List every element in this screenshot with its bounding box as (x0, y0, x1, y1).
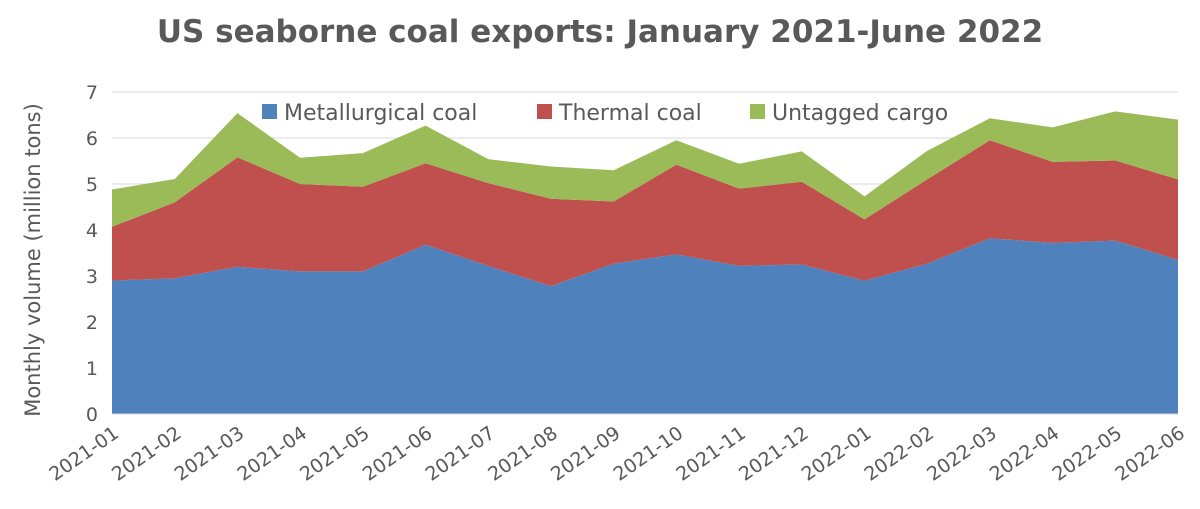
x-tick-label: 2021-09 (547, 422, 625, 486)
y-tick-label: 1 (86, 358, 98, 380)
x-tick-label: 2021-07 (421, 422, 499, 486)
x-tick-label: 2022-06 (1111, 422, 1189, 486)
x-tick-label: 2022-05 (1049, 422, 1127, 486)
legend-swatch (750, 104, 765, 119)
x-tick-label: 2021-11 (672, 422, 750, 486)
x-tick-label: 2022-04 (986, 422, 1064, 486)
legend-swatch (262, 104, 277, 119)
x-tick-label: 2021-05 (296, 422, 374, 486)
legend-label: Metallurgical coal (284, 101, 477, 126)
legend-label: Untagged cargo (772, 101, 948, 126)
x-tick-label: 2021-06 (359, 422, 437, 486)
y-tick-label: 3 (86, 266, 98, 288)
x-tick-label: 2021-08 (484, 422, 562, 486)
y-axis-title: Monthly volume (million tons) (21, 103, 45, 417)
legend: Metallurgical coal Thermal coal Untagged c… (262, 101, 948, 126)
x-tick-label: 2022-01 (798, 422, 876, 486)
x-tick-label: 2022-02 (860, 422, 938, 486)
series-areas (112, 111, 1178, 414)
x-tick-label: 2021-10 (610, 422, 688, 486)
y-tick-label: 2 (86, 312, 98, 334)
x-tick-label: 2021-02 (108, 422, 186, 486)
series-area-thermal-coal (112, 140, 1178, 287)
y-tick-label: 6 (86, 128, 98, 150)
chart-title: US seaborne coal exports: January 2021-J… (156, 14, 1044, 50)
x-tick-label: 2021-01 (45, 422, 123, 486)
series-area-metallurgical-coal (112, 238, 1178, 414)
x-tick-label: 2021-12 (735, 422, 813, 486)
x-tick-label: 2021-04 (233, 422, 311, 486)
y-tick-label: 7 (86, 82, 98, 104)
x-tick-label: 2022-03 (923, 422, 1001, 486)
y-tick-label: 5 (86, 174, 98, 196)
y-tick-label: 4 (86, 220, 98, 242)
x-tick-label: 2021-03 (171, 422, 249, 486)
series-area-untagged-cargo (112, 111, 1178, 227)
legend-label: Thermal coal (558, 101, 702, 126)
legend-swatch (537, 104, 552, 119)
y-tick-label: 0 (86, 404, 98, 426)
